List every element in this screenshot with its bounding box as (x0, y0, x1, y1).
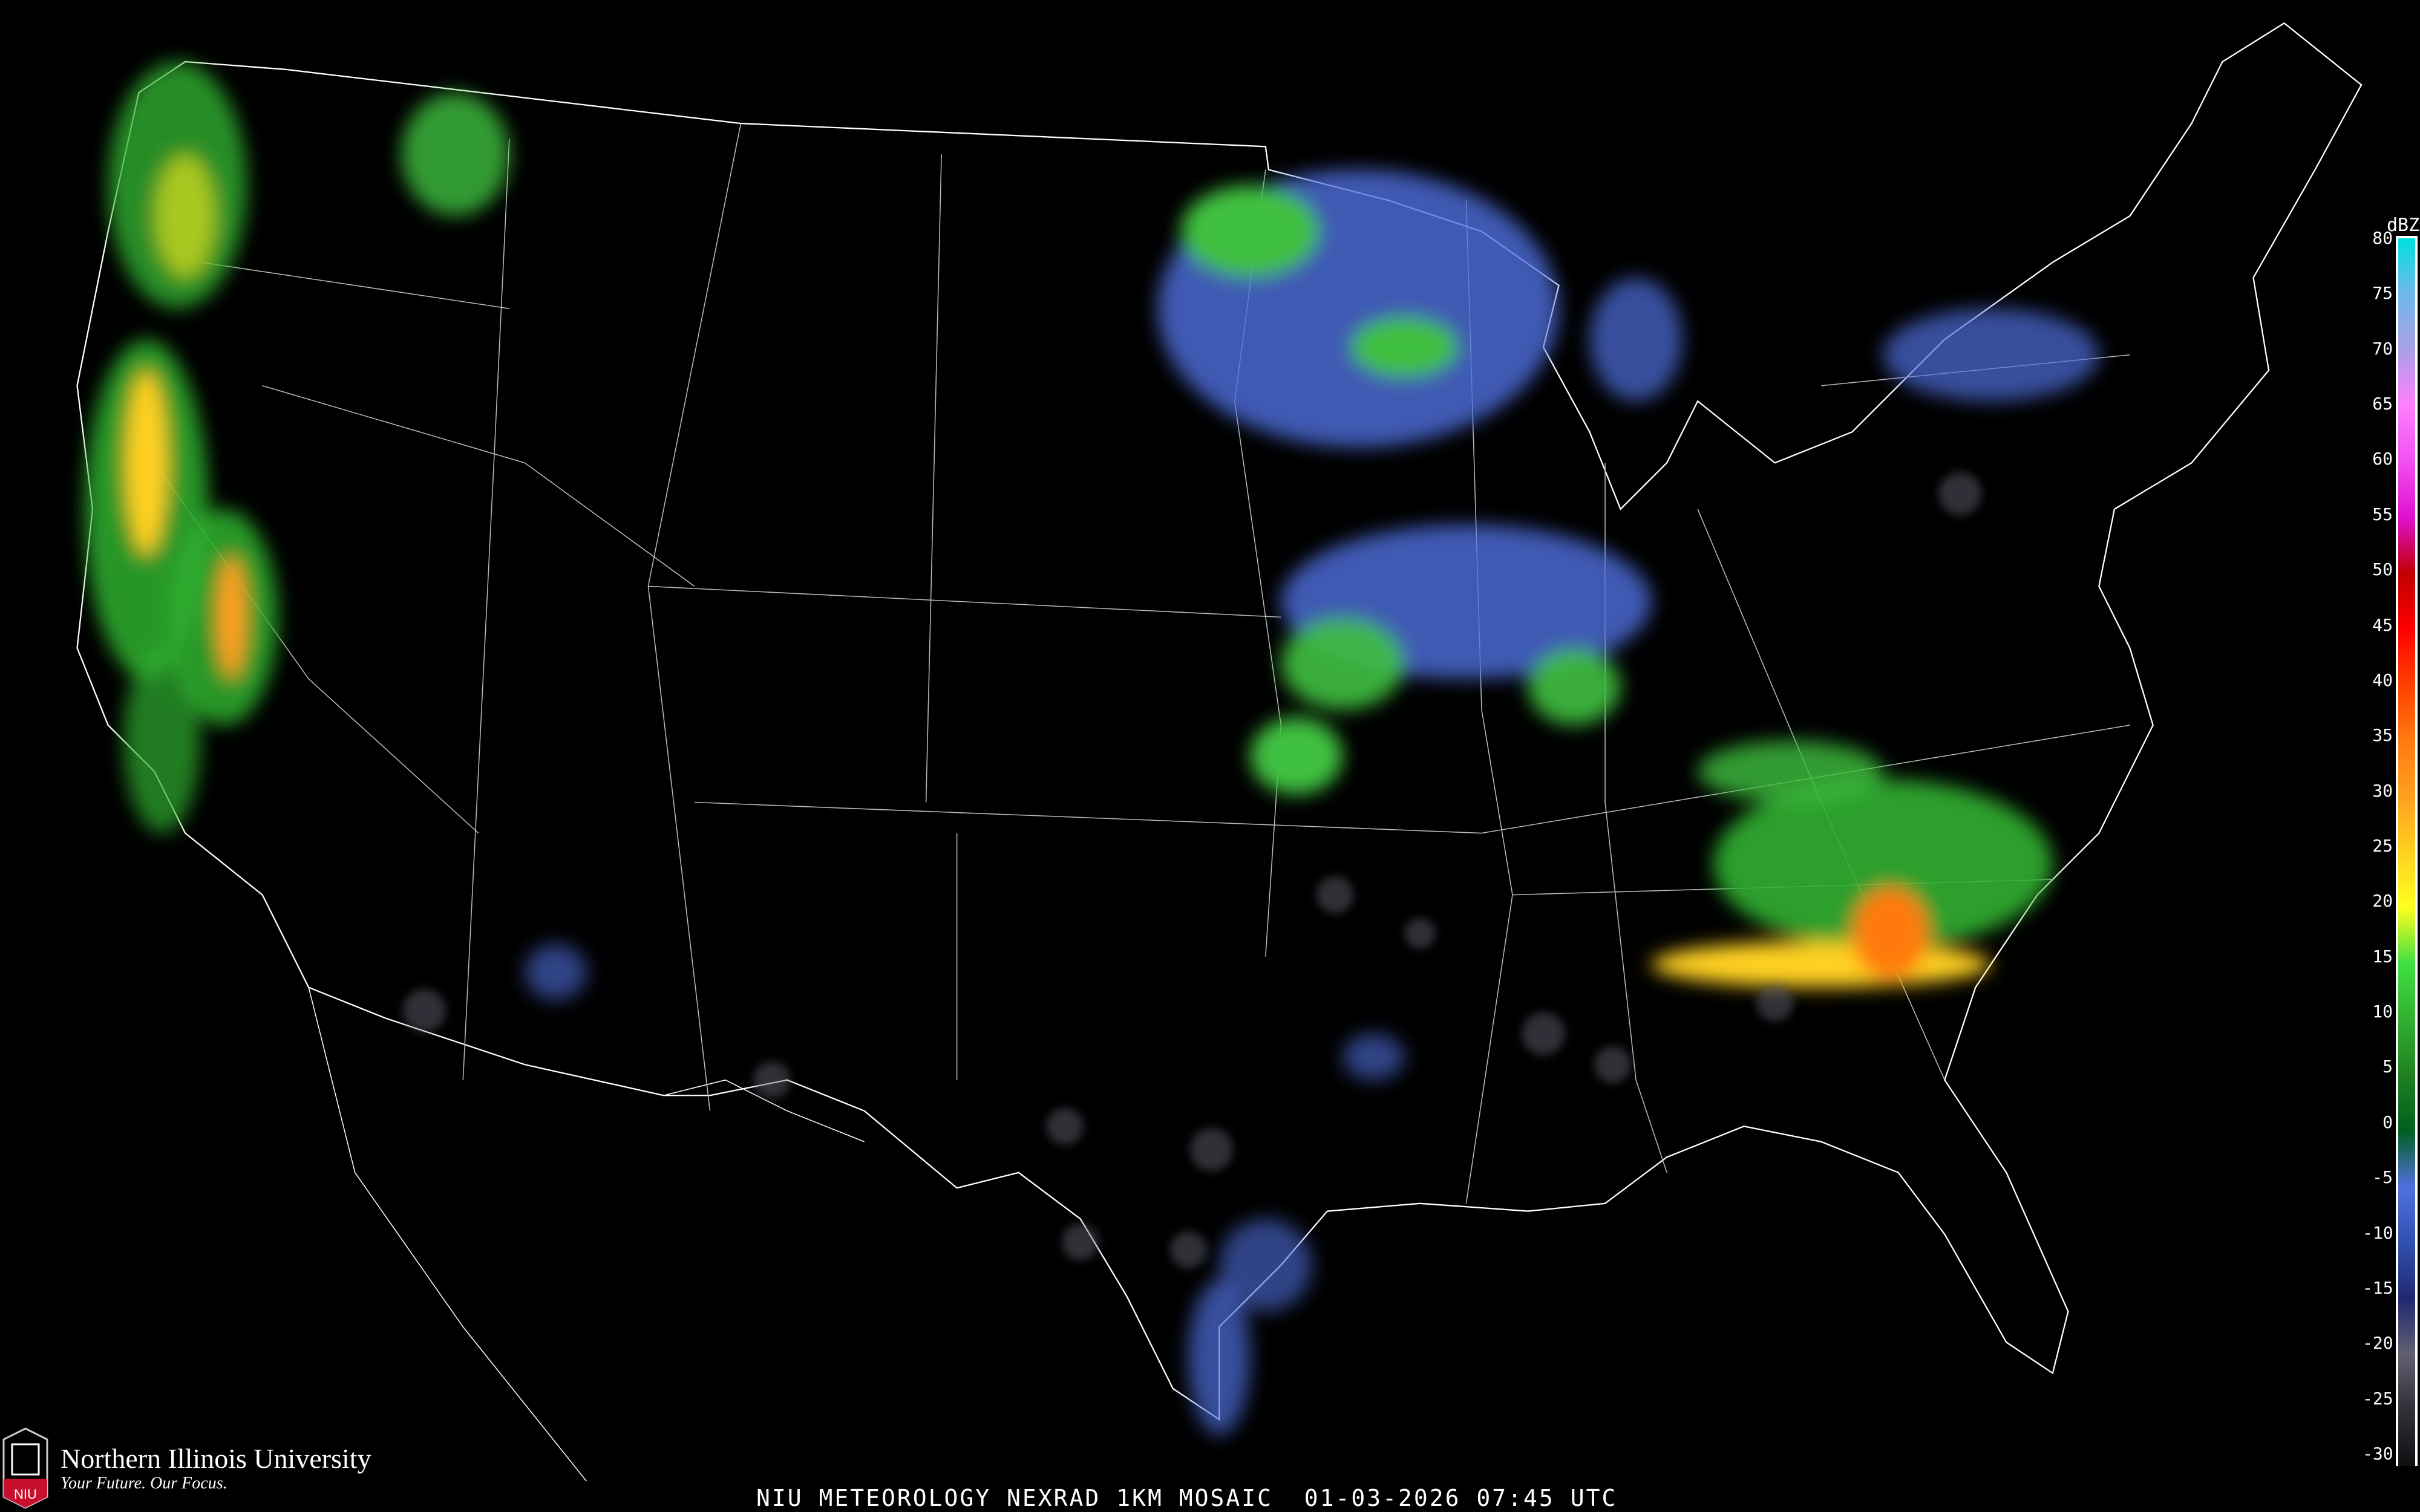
legend-tick: 10 (2372, 1002, 2393, 1022)
legend-tick: 15 (2372, 946, 2393, 966)
legend-tick: 35 (2372, 725, 2393, 746)
product-date: 01-03-2026 (1304, 1485, 1461, 1511)
legend-tick: 0 (2382, 1112, 2393, 1132)
legend-tick: 80 (2372, 228, 2393, 248)
university-name: Northern Illinois University (60, 1442, 371, 1474)
svg-text:NIU: NIU (14, 1487, 37, 1502)
legend-tick: 75 (2372, 283, 2393, 304)
legend-tick: 70 (2372, 338, 2393, 359)
legend-tick: 30 (2372, 780, 2393, 801)
legend-tick: 55 (2372, 504, 2393, 524)
niu-logo: NIU Northern Illinois University Your Fu… (1, 1427, 371, 1509)
legend-tick: 65 (2372, 394, 2393, 414)
legend-tick: 50 (2372, 559, 2393, 580)
radar-ground-clutter (402, 472, 1982, 1268)
legend-tick: -15 (2363, 1277, 2393, 1298)
product-title: NIU METEOROLOGY NEXRAD 1KM MOSAIC (756, 1485, 1273, 1511)
legend-tick: -20 (2363, 1333, 2393, 1354)
legend-tick: 5 (2382, 1057, 2393, 1077)
niu-shield-icon: NIU (1, 1427, 50, 1509)
university-tagline: Your Future. Our Focus. (60, 1473, 227, 1493)
legend-tick: 60 (2372, 449, 2393, 469)
product-caption: NIU METEOROLOGY NEXRAD 1KM MOSAIC 01-03-… (756, 1485, 1617, 1511)
legend-tick: -25 (2363, 1388, 2393, 1409)
us-boundaries (76, 22, 2363, 1482)
legend-unit: dBZ (2387, 215, 2420, 236)
legend-tick: 25 (2372, 836, 2393, 856)
legend-tick: -30 (2363, 1444, 2393, 1464)
state-lines (154, 123, 2130, 1204)
reflectivity-color-scale (2396, 236, 2418, 1466)
product-time: 07:45 UTC (1476, 1485, 1618, 1511)
precipitation-echoes (85, 62, 2099, 1435)
legend-tick: 20 (2372, 891, 2393, 911)
legend-tick: 40 (2372, 670, 2393, 690)
legend-tick: -5 (2372, 1167, 2393, 1188)
legend-tick: 45 (2372, 614, 2393, 635)
legend-tick: -10 (2363, 1222, 2393, 1243)
